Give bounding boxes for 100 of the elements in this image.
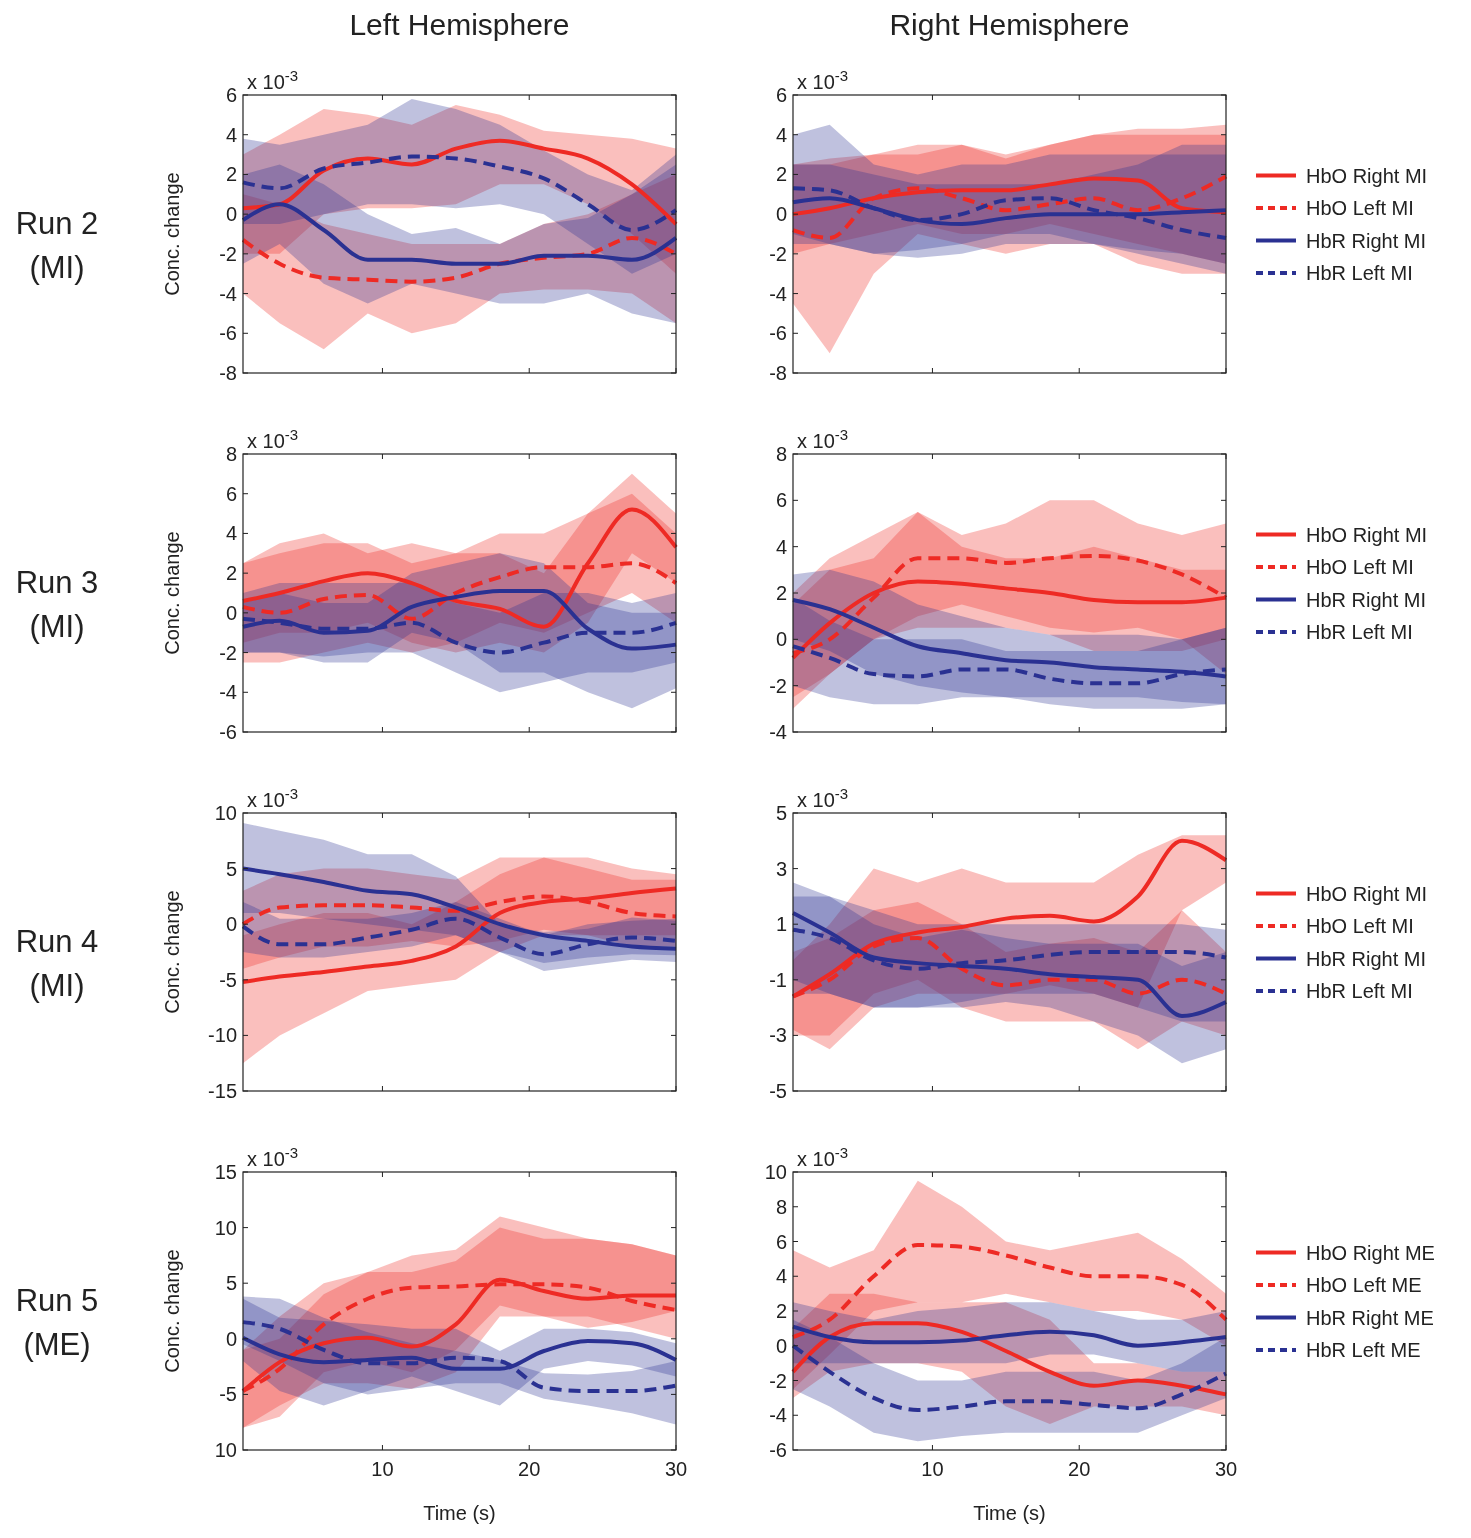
text: Run 2 <box>15 206 99 241</box>
text: x 10$^{-3}$ <box>797 425 849 452</box>
text: (MI) <box>29 609 85 644</box>
legend-label: HbR Right MI <box>1306 229 1427 252</box>
y-tick-label: 10 <box>214 1439 237 1461</box>
y-tick-label: -5 <box>769 1080 787 1102</box>
x-tick-label: 10 <box>921 1458 944 1480</box>
line-series <box>791 1321 1228 1397</box>
legend-label: HbO Right ME <box>1306 1241 1435 1264</box>
y-tick-label: -5 <box>219 1383 237 1406</box>
y-tick-label: 2 <box>225 163 237 186</box>
y-tick-label: -6 <box>219 721 237 743</box>
text: Run 5 <box>15 1283 99 1318</box>
line-series <box>791 1343 1228 1413</box>
legend-label: HbR Right ME <box>1306 1306 1434 1329</box>
x-axis-title: Time (s) <box>973 1502 1046 1524</box>
y-tick-label: 0 <box>775 628 787 651</box>
y-tick-label: 0 <box>225 1327 237 1350</box>
y-axis-title: Conc. change <box>161 531 183 655</box>
y-tick-label: 2 <box>775 582 787 604</box>
y-tick-label: 8 <box>225 443 237 465</box>
x-tick-label: 20 <box>518 1458 541 1480</box>
legend-label: HbO Left MI <box>1306 915 1414 938</box>
y-tick-label: 0 <box>775 203 787 226</box>
y-tick-label: -1 <box>769 968 787 991</box>
x-tick-label: 30 <box>664 1458 688 1480</box>
y-tick-label: 6 <box>225 84 237 106</box>
legend-label: HbO Right MI <box>1306 164 1428 187</box>
y-tick-label: 6 <box>775 84 787 106</box>
line-series <box>241 589 678 651</box>
x-tick-label: 20 <box>1068 1458 1091 1480</box>
line-series <box>791 1242 1228 1340</box>
legend-label: HbO Left MI <box>1306 197 1414 220</box>
chart-title: Left Hemisphere <box>349 8 570 41</box>
line-series <box>791 911 1228 1018</box>
text: Run 3 <box>15 565 99 600</box>
y-axis-title: Conc. change <box>161 1249 183 1373</box>
legend-label: HbO Right MI <box>1306 523 1428 546</box>
y-tick-label: -2 <box>219 242 237 265</box>
text: x 10$^{-3}$ <box>247 66 299 93</box>
legend-label: HbR Right MI <box>1306 588 1427 611</box>
y-tick-label: -4 <box>769 1404 787 1427</box>
y-tick-label: 8 <box>775 443 787 465</box>
text: x 10$^{-3}$ <box>797 1143 849 1170</box>
legend-label: HbR Left MI <box>1306 262 1413 285</box>
text: x 10$^{-3}$ <box>247 784 299 811</box>
legend-label: HbO Right MI <box>1306 882 1428 905</box>
y-tick-label: 3 <box>775 857 787 880</box>
y-tick-label: 0 <box>225 913 237 936</box>
y-tick-label: 4 <box>775 535 787 558</box>
y-tick-label: 10 <box>214 802 237 824</box>
text: Run 4 <box>15 924 99 959</box>
y-tick-label: -4 <box>769 282 787 305</box>
y-tick-label: 0 <box>775 1334 787 1357</box>
line-series <box>791 1324 1228 1348</box>
y-tick-label: 8 <box>775 1195 787 1218</box>
y-tick-label: 2 <box>775 163 787 186</box>
y-tick-label: 10 <box>764 1161 787 1183</box>
y-axis-title: Conc. change <box>161 890 183 1014</box>
y-tick-label: -4 <box>219 282 237 305</box>
text: x 10$^{-3}$ <box>247 425 299 452</box>
y-tick-label: -2 <box>769 1369 787 1392</box>
line-series <box>241 507 678 629</box>
x-tick-label: 30 <box>1214 1458 1238 1480</box>
y-tick-label: -6 <box>769 322 787 345</box>
y-tick-label: -4 <box>219 681 237 704</box>
y-tick-label: -2 <box>769 242 787 265</box>
y-tick-label: 6 <box>225 482 237 505</box>
chart-title: Right Hemisphere <box>889 8 1130 41</box>
y-tick-label: -2 <box>769 674 787 697</box>
legend-label: HbR Right MI <box>1306 947 1427 970</box>
y-tick-label: 0 <box>225 203 237 226</box>
y-tick-label: -8 <box>769 362 787 384</box>
line-series <box>241 154 678 233</box>
y-tick-label: 5 <box>775 802 787 824</box>
x-tick-label: 10 <box>371 1458 394 1480</box>
y-tick-label: -10 <box>208 1024 237 1047</box>
y-tick-label: 0 <box>225 601 237 624</box>
y-tick-label: 5 <box>225 857 237 880</box>
y-tick-label: -6 <box>219 322 237 345</box>
legend-label: HbO Left MI <box>1306 556 1414 579</box>
line-series <box>241 886 678 985</box>
line-series <box>791 174 1228 240</box>
text: x 10$^{-3}$ <box>247 1143 299 1170</box>
y-tick-label: -15 <box>208 1080 237 1102</box>
text: (MI) <box>29 250 85 285</box>
x-axis-title: Time (s) <box>423 1502 496 1524</box>
y-axis-title: Conc. change <box>161 172 183 296</box>
legend-label: HbO Left ME <box>1306 1274 1422 1297</box>
y-tick-label: 10 <box>214 1216 237 1239</box>
text: (MI) <box>29 968 85 1003</box>
text: x 10$^{-3}$ <box>797 784 849 811</box>
text: x 10$^{-3}$ <box>797 66 849 93</box>
line-series <box>791 186 1228 240</box>
y-tick-label: 2 <box>775 1300 787 1322</box>
y-tick-label: -8 <box>219 362 237 384</box>
y-tick-label: 4 <box>775 1265 787 1288</box>
line-series <box>241 202 678 266</box>
y-tick-label: 6 <box>775 489 787 512</box>
y-tick-label: 4 <box>775 123 787 146</box>
